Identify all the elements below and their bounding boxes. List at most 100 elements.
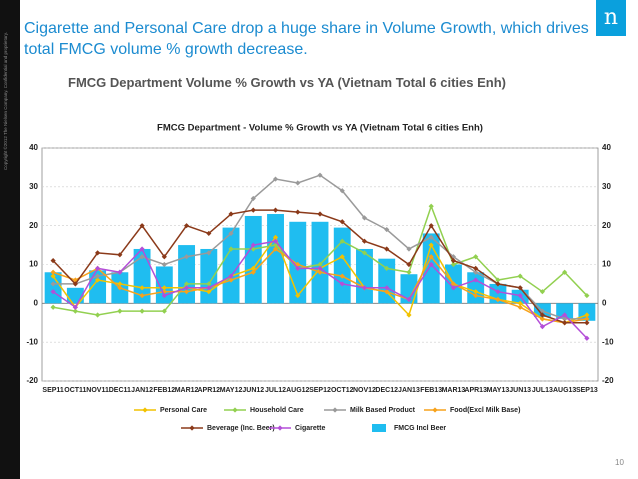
point-marker <box>183 289 190 295</box>
point-marker <box>183 285 190 291</box>
point-marker <box>272 234 279 240</box>
point-marker <box>450 281 457 287</box>
point-marker <box>562 269 568 275</box>
legend-label: Personal Care <box>160 407 207 414</box>
bar <box>356 248 373 304</box>
point-marker <box>406 269 412 275</box>
x-tick-label: JUN13 <box>509 387 531 394</box>
x-tick-label: MAY12 <box>220 387 243 394</box>
point-marker <box>272 176 279 182</box>
point-marker <box>95 312 101 318</box>
x-tick-label: MAY13 <box>487 387 510 394</box>
point-marker <box>250 265 256 271</box>
point-marker <box>183 223 190 229</box>
x-tick-label: JAN13 <box>398 387 420 394</box>
point-marker <box>584 312 590 318</box>
point-marker <box>206 250 212 256</box>
point-marker <box>584 292 590 299</box>
x-tick-label: NOV12 <box>353 387 376 394</box>
y2-tick-label: 20 <box>602 221 611 230</box>
point-marker <box>161 285 167 291</box>
point-marker <box>495 277 501 283</box>
legend-marker <box>432 407 438 413</box>
point-marker <box>361 215 368 221</box>
point-marker <box>339 281 345 287</box>
bar <box>44 272 62 304</box>
point-marker <box>495 296 501 303</box>
x-tick-label: SEP13 <box>576 387 598 394</box>
point-marker <box>406 246 412 252</box>
point-marker <box>517 285 523 291</box>
point-marker <box>161 289 167 295</box>
point-marker <box>272 207 279 213</box>
point-marker <box>228 211 234 217</box>
point-marker <box>584 335 590 341</box>
point-marker <box>428 254 434 260</box>
point-marker <box>539 316 545 322</box>
point-marker <box>384 265 390 271</box>
bar <box>467 272 485 304</box>
x-tick-label: NOV11 <box>86 387 109 394</box>
point-marker <box>339 238 345 244</box>
y-tick-label: 30 <box>29 182 38 191</box>
point-marker <box>317 269 323 275</box>
point-marker <box>139 308 145 314</box>
point-marker <box>562 316 568 322</box>
point-marker <box>361 285 368 291</box>
point-marker <box>50 273 56 279</box>
point-marker <box>183 281 190 287</box>
point-marker <box>117 308 123 314</box>
y-tick-label: 20 <box>29 221 38 230</box>
y-tick-label: 10 <box>29 260 38 269</box>
x-tick-label: OCT11 <box>64 387 86 394</box>
point-marker <box>539 312 545 318</box>
point-marker <box>406 312 412 318</box>
point-marker <box>228 277 234 283</box>
point-marker <box>562 312 568 318</box>
point-marker <box>539 308 545 314</box>
point-marker <box>517 292 523 299</box>
point-marker <box>495 281 501 287</box>
point-marker <box>428 234 434 240</box>
point-marker <box>428 223 434 229</box>
point-marker <box>517 300 523 306</box>
point-marker <box>50 304 56 310</box>
bar <box>133 248 151 304</box>
point-marker <box>139 285 145 291</box>
point-marker <box>139 223 145 229</box>
point-marker <box>317 265 323 271</box>
legend-marker <box>189 425 195 431</box>
x-tick-label: FEB13 <box>420 387 442 394</box>
x-tick-label: AUG12 <box>286 387 309 394</box>
point-marker <box>50 281 56 287</box>
legend-label: Household Care <box>250 407 304 414</box>
point-marker <box>339 219 345 225</box>
y-tick-label: 0 <box>34 298 39 307</box>
x-tick-label: SEP12 <box>309 387 331 394</box>
point-marker <box>117 252 123 258</box>
x-tick-label: JUL12 <box>265 387 286 394</box>
bar <box>222 227 240 304</box>
point-marker <box>473 277 479 283</box>
point-marker <box>428 261 434 268</box>
point-marker <box>384 285 390 291</box>
point-marker <box>95 250 101 256</box>
point-marker <box>183 254 190 260</box>
y2-tick-label: -20 <box>602 376 614 385</box>
point-marker <box>473 265 479 271</box>
bar <box>556 303 574 319</box>
point-marker <box>339 254 345 260</box>
x-tick-label: FEB12 <box>153 387 175 394</box>
page-number: 10 <box>615 458 624 467</box>
y2-tick-label: 0 <box>602 298 607 307</box>
y2-tick-label: 30 <box>602 182 611 191</box>
x-tick-label: DEC11 <box>109 387 131 394</box>
point-marker <box>428 242 434 248</box>
bar <box>200 248 218 304</box>
point-marker <box>517 273 523 279</box>
bar <box>400 274 418 304</box>
point-marker <box>250 207 256 213</box>
point-marker <box>206 230 212 237</box>
slide-title: Cigarette and Personal Care drop a huge … <box>24 20 589 58</box>
